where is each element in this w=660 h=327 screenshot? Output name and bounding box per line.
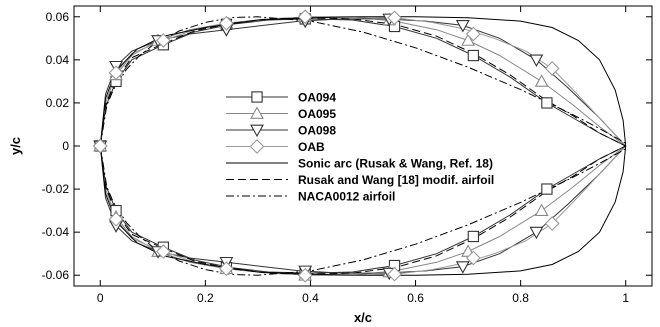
legend-label-oa095: OA095	[298, 107, 336, 121]
data-point-oab	[155, 33, 171, 48]
x-tick-label: 0.6	[407, 291, 424, 305]
y-tick-label: 0.06	[46, 10, 70, 24]
y-tick-label: 0.02	[46, 96, 70, 110]
data-point-oab	[297, 9, 313, 25]
series-line-naca0012-airfoil-upper	[99, 16, 626, 147]
data-point-oa094	[467, 49, 479, 62]
data-point-oab	[219, 15, 234, 31]
legend-label-rusak-and-wang-18-modif-airfoil: Rusak and Wang [18] modif. airfoil	[298, 173, 494, 187]
data-point-oab	[544, 216, 560, 231]
data-point-oab	[387, 10, 402, 26]
x-tick-label: 1	[622, 291, 629, 305]
legend-marker-oa094	[251, 91, 263, 103]
series-line-oa098-upper	[99, 18, 627, 147]
legend-marker-oa098	[250, 124, 264, 138]
data-point-oa098	[529, 54, 544, 67]
series-markers	[92, 9, 560, 283]
x-tick-label: 0	[97, 291, 104, 305]
data-point-oab	[297, 267, 313, 283]
data-point-oab	[465, 250, 481, 266]
series-lines	[99, 16, 627, 276]
y-tick-label: -0.04	[42, 225, 70, 239]
y-tick-label: 0.04	[46, 53, 70, 67]
data-point-oab	[544, 61, 560, 76]
legend-marker-oab	[249, 139, 265, 154]
x-tick-label: 0.2	[197, 291, 214, 305]
legend-label-sonic-arc-rusak-wang-ref-18: Sonic arc (Rusak & Wang, Ref. 18)	[298, 157, 493, 171]
data-point-oab	[108, 211, 124, 227]
axis-ticks: 0 0.2 0.4 0.6 0.8 1 -0.06 -0.04 -0.02 0 0.02 0.04 0.…	[42, 6, 652, 305]
data-point-oab	[155, 244, 171, 259]
legend-label-oa098: OA098	[298, 124, 336, 138]
y-tick-label: -0.06	[42, 268, 70, 282]
data-point-oa094	[541, 97, 553, 109]
data-point-oa098	[455, 20, 470, 33]
data-point-oab	[108, 65, 124, 81]
data-point-oa094	[541, 183, 553, 195]
legend-label-naca0012-airfoil: NACA0012 airfoil	[298, 190, 395, 204]
x-tick-label: 0.4	[302, 291, 319, 305]
data-point-oa095	[534, 74, 549, 87]
data-point-oa098	[529, 226, 544, 240]
data-point-oa095	[534, 203, 549, 216]
y-tick-label: -0.02	[42, 182, 70, 196]
x-tick-label: 0.8	[512, 291, 529, 305]
y-axis-label: y/c	[8, 137, 23, 155]
data-point-oa098	[455, 261, 470, 274]
legend-label-oa094: OA094	[298, 91, 336, 105]
data-point-oab	[92, 138, 108, 154]
legend-marker-oa095	[250, 106, 264, 119]
data-point-oab	[465, 26, 481, 42]
data-point-oa095	[461, 33, 476, 46]
legend-label-oab: OAB	[298, 140, 325, 154]
data-point-oa094	[467, 230, 479, 243]
series-line-naca0012-airfoil-lower	[99, 145, 626, 276]
x-axis-label: x/c	[354, 310, 372, 325]
series-line-oa094-upper	[99, 18, 626, 147]
series-line-rusak-and-wang-18-modif-airfoil-upper	[99, 17, 626, 147]
legend: OA094 OA095 OA098 OAB Sonic arc (Rusak & Wan…	[226, 91, 494, 204]
data-point-oab	[219, 261, 234, 277]
y-tick-label: 0	[62, 139, 69, 153]
data-point-oab	[387, 266, 402, 282]
